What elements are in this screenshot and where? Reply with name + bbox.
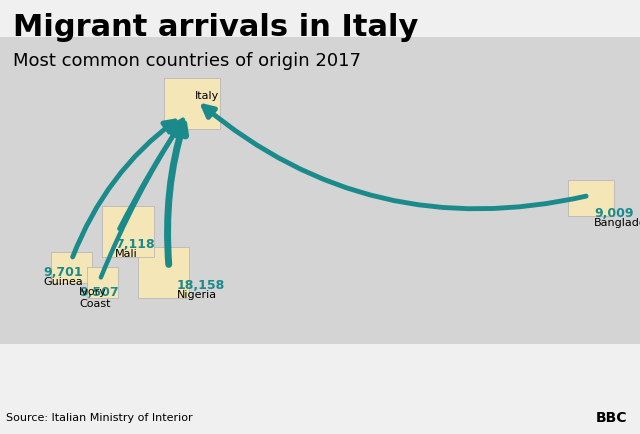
Text: 9,009: 9,009	[594, 207, 634, 220]
Bar	[87, 268, 118, 298]
Text: Italy: Italy	[195, 91, 219, 101]
Text: Source: Italian Ministry of Interior: Source: Italian Ministry of Interior	[6, 412, 193, 421]
Text: 9,701: 9,701	[44, 265, 83, 278]
Text: 18,158: 18,158	[177, 278, 225, 291]
Text: Guinea: Guinea	[44, 276, 83, 286]
Text: Ivory
Coast: Ivory Coast	[79, 286, 111, 308]
Text: BBC: BBC	[596, 410, 627, 424]
Text: 9,507: 9,507	[79, 286, 119, 299]
Bar	[164, 79, 220, 130]
Text: Migrant arrivals in Italy: Migrant arrivals in Italy	[13, 13, 418, 42]
Bar	[568, 181, 614, 217]
Text: Bangladesh: Bangladesh	[594, 218, 640, 228]
Bar	[102, 206, 154, 257]
Bar	[51, 252, 92, 283]
Text: Nigeria: Nigeria	[177, 289, 217, 299]
Text: Mali: Mali	[115, 248, 138, 258]
Bar	[138, 247, 189, 298]
Text: Most common countries of origin 2017: Most common countries of origin 2017	[13, 52, 361, 70]
Text: 7,118: 7,118	[115, 237, 155, 250]
